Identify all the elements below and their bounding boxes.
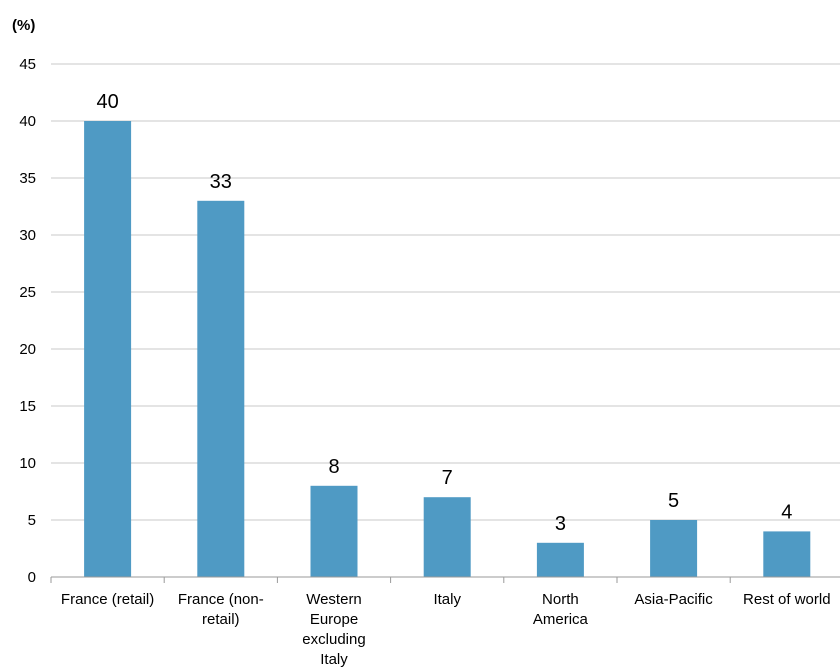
y-tick-label: 20 [19,341,36,358]
data-label: 4 [781,501,792,523]
y-tick-label: 30 [19,227,36,244]
data-label: 8 [328,456,339,478]
data-label: 40 [96,91,118,113]
data-labels: 40 33 8 7 3 5 4 [96,91,792,535]
x-tick-label: North America [533,591,589,628]
bar [84,121,132,577]
bars [84,121,811,578]
bar [536,542,584,577]
bar [650,520,698,577]
data-label: 7 [442,467,453,489]
y-tick-label: 40 [19,113,36,130]
x-tick-label: Western Europe excluding Italy [302,591,365,667]
x-tick-label: France (retail) [61,591,154,608]
data-label: 3 [555,513,566,535]
x-axis-ticks: France (retail) France (non-retail) Wester… [61,591,831,667]
y-tick-label: 45 [19,56,36,73]
x-tick-label: Italy [433,591,461,608]
data-label: 33 [210,171,232,193]
y-tick-label: 35 [19,170,36,187]
data-label: 5 [668,490,679,512]
gridlines [51,63,840,521]
x-axis [50,576,840,583]
y-axis-ticks: 0 5 10 15 20 25 30 35 40 45 [19,56,36,586]
x-tick-label: France (non-retail) [178,591,264,628]
x-tick-label: Asia-Pacific [634,591,713,608]
y-tick-label: 10 [19,455,36,472]
y-tick-label: 0 [28,569,36,586]
bar [423,497,471,577]
y-axis-label: (%) [12,17,35,34]
bar [763,531,811,577]
bar [197,200,245,578]
y-tick-label: 5 [28,512,36,529]
y-tick-label: 25 [19,284,36,301]
bar [310,485,358,577]
x-tick-label: Rest of world [743,591,831,608]
y-tick-label: 15 [19,398,36,415]
